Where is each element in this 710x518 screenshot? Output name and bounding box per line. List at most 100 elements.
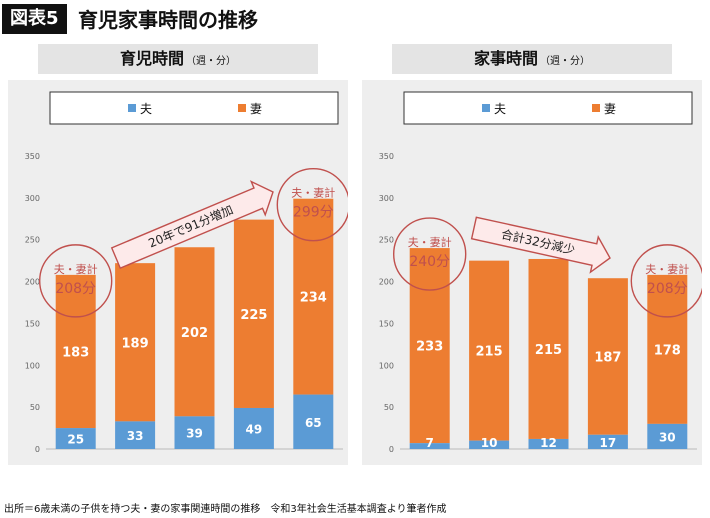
total-annotation-circle xyxy=(38,244,113,318)
y-tick-label: 250 xyxy=(25,236,40,245)
legend-label: 夫 xyxy=(140,102,152,116)
legend: 夫妻 xyxy=(403,91,693,125)
total-annotation-circle xyxy=(630,244,702,318)
bar-husband xyxy=(469,440,510,449)
trend-arrow-shape xyxy=(470,216,611,274)
legend-label: 妻 xyxy=(604,102,616,116)
data-label-husband: 25 xyxy=(67,433,84,447)
data-label-husband: 33 xyxy=(127,429,144,443)
housework-chart-panel: 家事時間（週・分） 夫妻0501001502002503003502337200… xyxy=(362,40,702,465)
y-tick-label: 350 xyxy=(379,152,394,161)
bar-husband xyxy=(293,394,334,449)
legend-swatch xyxy=(238,104,246,112)
data-label-wife: 215 xyxy=(476,345,503,360)
total-annotation-value: 240分 xyxy=(409,254,450,270)
total-annotation-value: 208分 xyxy=(647,281,688,297)
total-annotation-label: 夫・妻計 xyxy=(291,186,335,200)
y-tick-label: 150 xyxy=(379,319,394,328)
plot-area: 夫妻05010015020025030035023372001夫・妻計240分2… xyxy=(362,80,702,465)
y-tick-label: 50 xyxy=(384,403,394,412)
data-label-husband: 10 xyxy=(481,436,498,450)
data-label-husband: 12 xyxy=(540,436,557,450)
data-label-husband: 39 xyxy=(186,427,203,441)
chart-title-box: 家事時間 （週・分） xyxy=(392,44,672,74)
data-label-wife: 225 xyxy=(240,308,267,323)
bar-wife xyxy=(115,263,156,422)
x-tick-label: 2006 xyxy=(468,463,510,465)
data-label-wife: 202 xyxy=(181,326,208,341)
legend-box xyxy=(49,91,339,125)
childcare-stacked-bar-chart: 夫妻050100150200250300350183252001夫・妻計208分… xyxy=(25,91,348,465)
housework-stacked-bar-chart: 夫妻05010015020025030035023372001夫・妻計240分2… xyxy=(379,91,702,465)
chart-title: 家事時間 xyxy=(473,49,538,68)
data-label-wife: 234 xyxy=(300,291,327,306)
x-tick-label: 2006 xyxy=(114,463,156,465)
plot-area: 夫妻050100150200250300350183252001夫・妻計208分… xyxy=(8,80,348,465)
data-label-husband: 30 xyxy=(659,430,676,444)
source-note: 出所＝6歳未満の子供を持つ夫・妻の家事関連時間の推移 令和3年社会生活基本調査よ… xyxy=(4,504,447,515)
chart-title-box: 育児時間 （週・分） xyxy=(38,44,318,74)
y-tick-label: 100 xyxy=(25,361,40,370)
trend-arrow-shape xyxy=(110,180,274,270)
y-tick-label: 200 xyxy=(25,278,40,287)
total-annotation-label: 夫・妻計 xyxy=(54,262,98,276)
bar-wife xyxy=(587,278,628,435)
legend-box xyxy=(403,91,693,125)
bar-wife xyxy=(469,260,510,441)
bar-wife xyxy=(647,274,688,424)
data-label-wife: 215 xyxy=(535,343,562,358)
bar-husband xyxy=(174,416,215,449)
x-tick-label: 2021 xyxy=(292,463,334,465)
bar-wife xyxy=(174,247,215,417)
data-label-husband: 49 xyxy=(246,422,263,436)
bar-wife xyxy=(293,198,334,395)
bar-husband xyxy=(647,423,688,449)
bar-husband xyxy=(233,407,274,449)
legend-label: 夫 xyxy=(494,102,506,116)
legend-swatch xyxy=(592,104,600,112)
data-label-husband: 7 xyxy=(426,436,434,450)
figure-header: 図表5 育児家事時間の推移 xyxy=(0,0,710,40)
legend-label: 妻 xyxy=(250,102,262,116)
bar-husband xyxy=(528,438,569,449)
x-tick-label: 2001 xyxy=(55,463,97,465)
total-annotation-circle xyxy=(276,168,348,242)
total-annotation-label: 夫・妻計 xyxy=(645,262,689,276)
total-annotation-label: 夫・妻計 xyxy=(408,235,452,249)
figure-badge: 図表5 xyxy=(2,4,67,34)
y-tick-label: 150 xyxy=(25,319,40,328)
y-tick-label: 100 xyxy=(379,361,394,370)
x-tick-label: 2021 xyxy=(646,463,688,465)
total-annotation-circle xyxy=(392,217,467,291)
y-tick-label: 200 xyxy=(379,278,394,287)
x-tick-label: 2016 xyxy=(233,463,275,465)
bar-wife xyxy=(409,248,450,444)
data-label-wife: 189 xyxy=(122,336,149,351)
x-tick-label: 2011 xyxy=(174,463,216,465)
bar-husband xyxy=(55,428,96,449)
x-tick-label: 2011 xyxy=(528,463,570,465)
y-tick-label: 50 xyxy=(30,403,40,412)
data-label-wife: 183 xyxy=(62,345,89,360)
bar-husband xyxy=(115,421,156,449)
data-label-wife: 178 xyxy=(654,343,681,358)
legend-swatch xyxy=(482,104,490,112)
x-tick-label: 2016 xyxy=(587,463,629,465)
chart-title: 育児時間 xyxy=(119,49,184,68)
bar-husband xyxy=(409,443,450,449)
bar-wife xyxy=(528,258,569,439)
trend-label: 20年で91分増加 xyxy=(146,203,235,251)
bar-wife xyxy=(233,219,274,408)
bar-husband xyxy=(587,434,628,449)
chart-unit: （週・分） xyxy=(540,56,590,67)
y-tick-label: 300 xyxy=(379,194,394,203)
figure-title: 育児家事時間の推移 xyxy=(78,8,258,32)
data-label-wife: 187 xyxy=(594,350,621,365)
x-tick-label: 2001 xyxy=(409,463,451,465)
y-tick-label: 0 xyxy=(35,445,40,454)
legend-swatch xyxy=(128,104,136,112)
total-annotation-value: 208分 xyxy=(55,281,96,297)
y-tick-label: 0 xyxy=(389,445,394,454)
chart-unit: （週・分） xyxy=(186,56,236,67)
bar-wife xyxy=(55,274,96,429)
